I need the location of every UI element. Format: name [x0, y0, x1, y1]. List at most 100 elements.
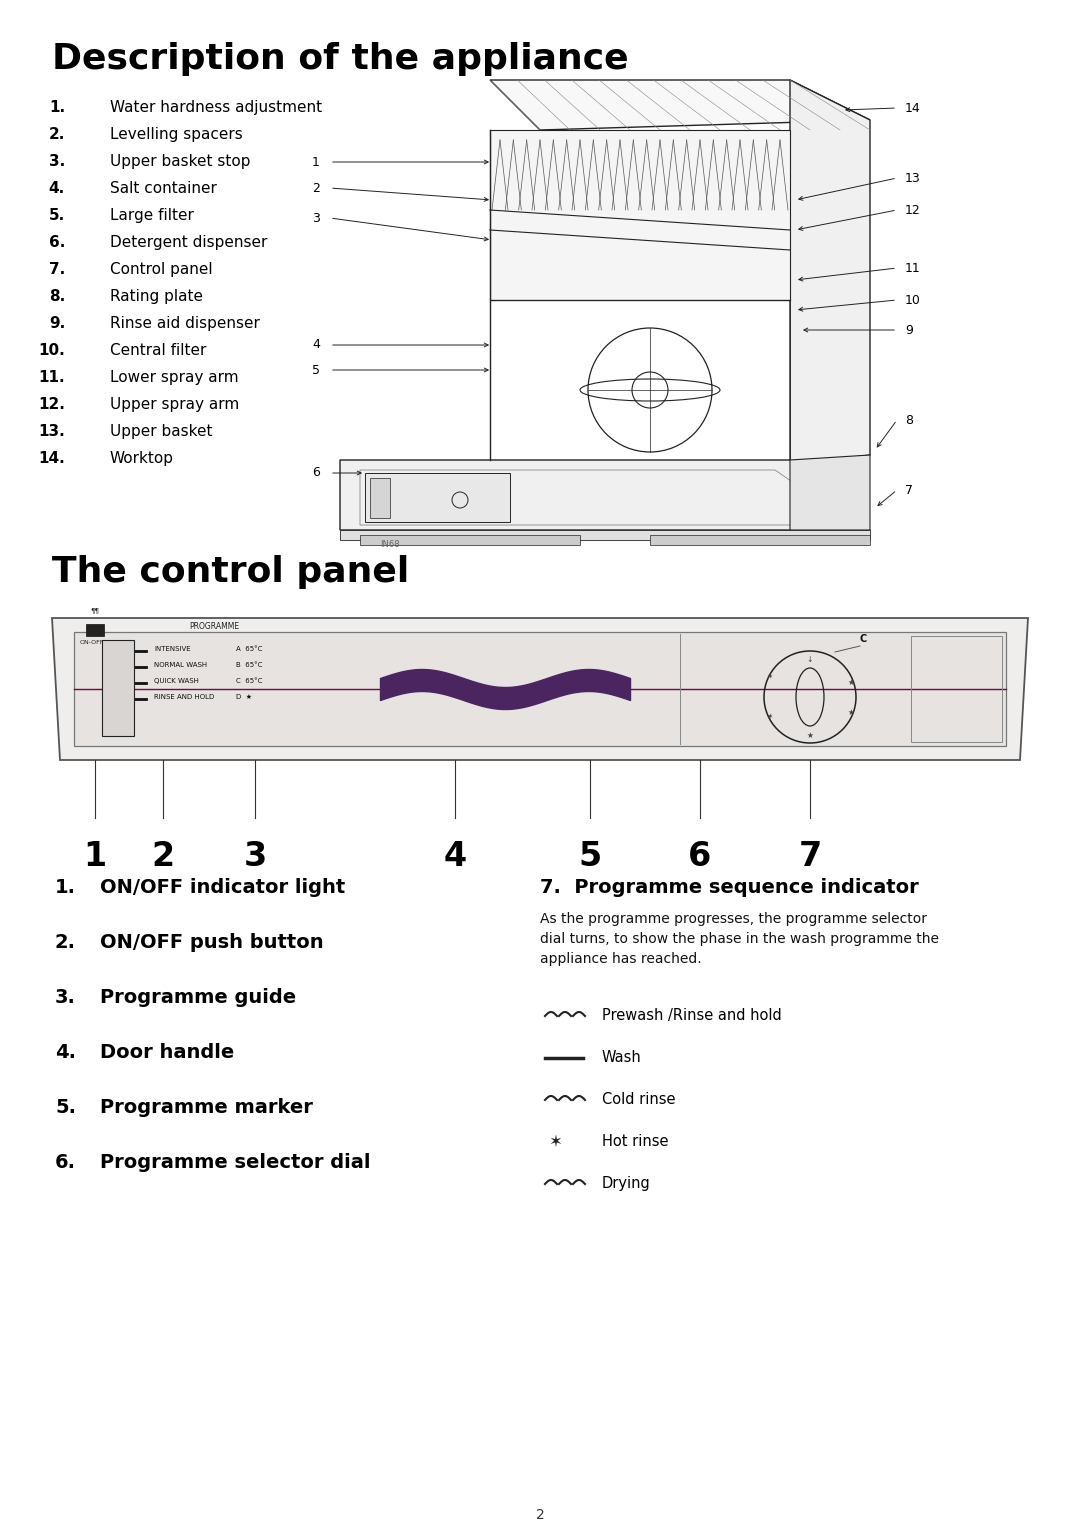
- Text: 3.: 3.: [49, 154, 65, 169]
- Text: ↓: ↓: [807, 655, 813, 664]
- Text: 14: 14: [905, 102, 921, 114]
- Polygon shape: [360, 536, 580, 545]
- Text: ✶: ✶: [766, 673, 772, 682]
- Text: 4.: 4.: [55, 1042, 76, 1062]
- Text: NORMAL WASH: NORMAL WASH: [154, 662, 207, 668]
- Text: Programme marker: Programme marker: [100, 1099, 313, 1117]
- Text: ON-OFF: ON-OFF: [80, 639, 105, 645]
- Text: 7: 7: [905, 484, 913, 496]
- Text: ★: ★: [848, 708, 854, 717]
- Text: D  ★: D ★: [237, 694, 252, 700]
- Text: 8.: 8.: [49, 288, 65, 304]
- Text: 14.: 14.: [38, 452, 65, 465]
- Text: 6: 6: [312, 467, 320, 479]
- Text: 6.: 6.: [55, 1154, 76, 1172]
- Text: ON/OFF indicator light: ON/OFF indicator light: [100, 877, 346, 897]
- Text: 4.: 4.: [49, 182, 65, 195]
- Text: The control panel: The control panel: [52, 555, 409, 589]
- Text: 2: 2: [151, 839, 175, 873]
- Polygon shape: [86, 624, 104, 636]
- Text: 1: 1: [312, 156, 320, 168]
- Text: Control panel: Control panel: [110, 262, 213, 278]
- Text: INTENSIVE: INTENSIVE: [154, 645, 191, 652]
- Text: QUICK WASH: QUICK WASH: [154, 678, 199, 684]
- Text: 13.: 13.: [38, 424, 65, 439]
- Polygon shape: [650, 536, 870, 545]
- Polygon shape: [490, 79, 870, 130]
- Text: 5: 5: [312, 363, 320, 377]
- Text: 7: 7: [798, 839, 822, 873]
- Text: ✶: ✶: [766, 713, 772, 722]
- Polygon shape: [370, 478, 390, 517]
- Text: Upper basket: Upper basket: [110, 424, 213, 439]
- Text: Drying: Drying: [602, 1177, 651, 1190]
- Text: RINSE AND HOLD: RINSE AND HOLD: [154, 694, 214, 700]
- Text: 3.: 3.: [55, 987, 76, 1007]
- Text: 9.: 9.: [49, 316, 65, 331]
- Text: 5: 5: [579, 839, 602, 873]
- Text: 10: 10: [905, 293, 921, 307]
- Polygon shape: [789, 79, 870, 465]
- Text: Cold rinse: Cold rinse: [602, 1093, 675, 1106]
- Text: 7.: 7.: [49, 262, 65, 278]
- Text: ✶: ✶: [548, 1132, 562, 1151]
- Text: Wash: Wash: [602, 1050, 642, 1065]
- Text: 4: 4: [444, 839, 467, 873]
- Text: 1: 1: [83, 839, 107, 873]
- Text: 5.: 5.: [55, 1099, 76, 1117]
- Text: ★: ★: [807, 731, 813, 740]
- Text: A  65°C: A 65°C: [237, 645, 262, 652]
- Text: Programme selector dial: Programme selector dial: [100, 1154, 370, 1172]
- Text: 8: 8: [905, 414, 913, 426]
- Polygon shape: [75, 632, 1005, 746]
- Text: 3: 3: [243, 839, 267, 873]
- Text: Upper spray arm: Upper spray arm: [110, 397, 240, 412]
- Polygon shape: [340, 459, 870, 530]
- Text: 12: 12: [905, 203, 921, 217]
- Text: 2.: 2.: [55, 932, 76, 952]
- Text: 6: 6: [688, 839, 712, 873]
- Text: Levelling spacers: Levelling spacers: [110, 127, 243, 142]
- Text: Worktop: Worktop: [110, 452, 174, 465]
- Text: B  65°C: B 65°C: [237, 662, 262, 668]
- Text: Programme guide: Programme guide: [100, 987, 296, 1007]
- Text: Salt container: Salt container: [110, 182, 217, 195]
- Polygon shape: [490, 130, 789, 301]
- Polygon shape: [340, 530, 870, 540]
- Text: IN68: IN68: [380, 540, 400, 549]
- Text: Large filter: Large filter: [110, 208, 194, 223]
- Text: As the programme progresses, the programme selector
dial turns, to show the phas: As the programme progresses, the program…: [540, 913, 939, 966]
- Text: 12.: 12.: [38, 397, 65, 412]
- Text: 9: 9: [905, 324, 913, 337]
- Text: 1.: 1.: [55, 877, 76, 897]
- Polygon shape: [789, 455, 870, 530]
- Text: Detergent dispenser: Detergent dispenser: [110, 235, 268, 250]
- Text: PROGRAMME: PROGRAMME: [189, 623, 239, 630]
- Text: Water hardness adjustment: Water hardness adjustment: [110, 101, 322, 114]
- Text: Rating plate: Rating plate: [110, 288, 203, 304]
- Text: 11: 11: [905, 261, 921, 275]
- Text: Prewash /Rinse and hold: Prewash /Rinse and hold: [602, 1009, 782, 1022]
- Text: 13: 13: [905, 171, 921, 185]
- Text: 6.: 6.: [49, 235, 65, 250]
- Text: ¶¶: ¶¶: [91, 607, 99, 613]
- Text: 3: 3: [312, 212, 320, 224]
- Text: Door handle: Door handle: [100, 1042, 234, 1062]
- Text: Upper basket stop: Upper basket stop: [110, 154, 251, 169]
- Polygon shape: [52, 618, 1028, 760]
- Text: C: C: [860, 633, 867, 644]
- Text: 4: 4: [312, 339, 320, 351]
- Text: 5.: 5.: [49, 208, 65, 223]
- Text: 1.: 1.: [49, 101, 65, 114]
- Text: 2: 2: [536, 1508, 544, 1521]
- Polygon shape: [365, 473, 510, 522]
- Text: Description of the appliance: Description of the appliance: [52, 43, 629, 76]
- Polygon shape: [102, 639, 134, 736]
- Text: Central filter: Central filter: [110, 343, 206, 359]
- Text: ★: ★: [848, 678, 854, 687]
- Text: Lower spray arm: Lower spray arm: [110, 369, 239, 385]
- Text: Hot rinse: Hot rinse: [602, 1134, 669, 1149]
- Text: C  65°C: C 65°C: [237, 678, 262, 684]
- Text: 7.  Programme sequence indicator: 7. Programme sequence indicator: [540, 877, 919, 897]
- Text: 2.: 2.: [49, 127, 65, 142]
